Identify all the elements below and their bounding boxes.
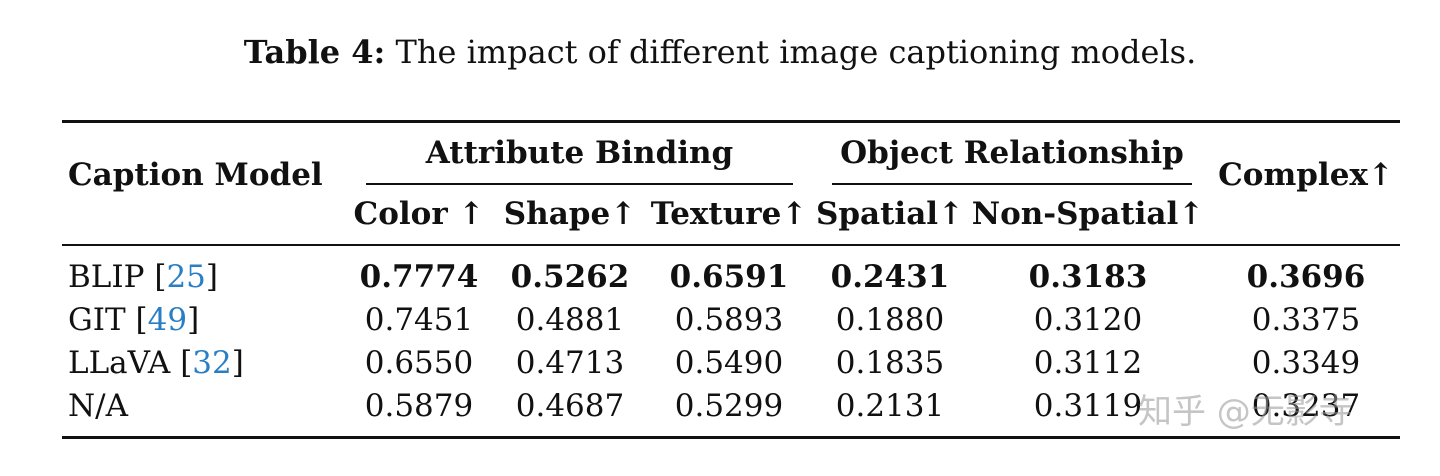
cell-git-texture: 0.5893: [674, 302, 784, 338]
object-relationship-cmidrule: [832, 183, 1192, 185]
cell-blip-non-spatial: 0.3183: [1028, 259, 1148, 295]
subheader-color: Color ↑: [353, 196, 485, 232]
cell-llava-color: 0.6550: [364, 345, 474, 381]
citation-link[interactable]: 49: [147, 302, 188, 338]
cell-git-shape: 0.4881: [515, 302, 625, 338]
cell-llava-texture: 0.5490: [674, 345, 784, 381]
table-top-rule: [62, 120, 1400, 123]
subheader-non-spatial: Non-Spatial↑: [971, 196, 1205, 232]
header-group-object-relationship: Object Relationship: [840, 135, 1184, 171]
cell-na-texture: 0.5299: [674, 388, 784, 424]
table-caption: Table 4: The impact of different image c…: [0, 30, 1440, 74]
cell-git-complex: 0.3375: [1251, 302, 1361, 338]
cell-llava-spatial: 0.1835: [835, 345, 945, 381]
row-label-git: GIT [49]: [68, 302, 200, 338]
cell-llava-complex: 0.3349: [1251, 345, 1361, 381]
table-mid-rule: [62, 244, 1400, 246]
subheader-shape: Shape↑: [503, 196, 637, 232]
cell-na-complex: 0.3237: [1251, 388, 1361, 424]
cell-blip-color: 0.7774: [359, 259, 479, 295]
cell-llava-non-spatial: 0.3112: [1033, 345, 1143, 381]
header-caption-model: Caption Model: [68, 157, 323, 193]
citation-link[interactable]: 25: [166, 259, 206, 295]
header-complex: Complex↑: [1218, 157, 1394, 193]
cell-blip-texture: 0.6591: [669, 259, 789, 295]
cell-na-non-spatial: 0.3119: [1033, 388, 1143, 424]
cell-git-color: 0.7451: [364, 302, 474, 338]
header-group-attribute-binding: Attribute Binding: [425, 135, 734, 171]
cell-blip-spatial: 0.2431: [830, 259, 950, 295]
cell-git-non-spatial: 0.3120: [1033, 302, 1143, 338]
table-bottom-rule: [62, 436, 1400, 439]
subheader-spatial: Spatial↑: [815, 196, 965, 232]
table-caption-label: Table 4:: [243, 33, 386, 71]
row-label-llava: LLaVA [32]: [68, 345, 244, 381]
attribute-binding-cmidrule: [366, 183, 793, 185]
cell-na-spatial: 0.2131: [835, 388, 945, 424]
cell-llava-shape: 0.4713: [515, 345, 625, 381]
watermark: 知乎 @无影寺: [1138, 392, 1353, 432]
cell-na-shape: 0.4687: [515, 388, 625, 424]
cell-blip-shape: 0.5262: [510, 259, 630, 295]
table-caption-text: The impact of different image captioning…: [385, 33, 1197, 71]
cell-blip-complex: 0.3696: [1246, 259, 1366, 295]
cell-git-spatial: 0.1880: [835, 302, 945, 338]
subheader-texture: Texture↑: [650, 196, 808, 232]
row-label-blip: BLIP [25]: [68, 259, 218, 295]
citation-link[interactable]: 32: [192, 345, 232, 381]
row-label-na: N/A: [68, 388, 128, 424]
cell-na-color: 0.5879: [364, 388, 474, 424]
